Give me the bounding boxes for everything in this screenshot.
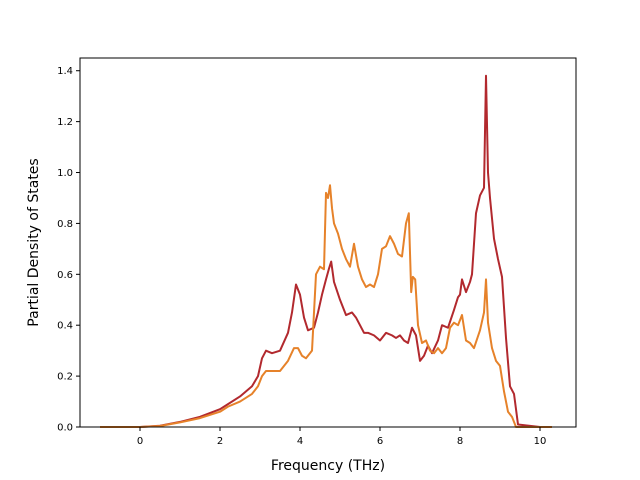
y-tick-label: 0.2 <box>57 372 73 383</box>
series-line-2 <box>100 184 552 428</box>
x-tick-label: 4 <box>297 436 303 447</box>
y-tick-label: 1.0 <box>57 168 73 179</box>
x-tick-label: 8 <box>457 436 463 447</box>
y-tick-label: 0.8 <box>57 219 73 230</box>
y-tick-label: 0.6 <box>57 270 73 281</box>
y-tick-label: 0.4 <box>57 321 73 332</box>
series-layer <box>100 74 552 428</box>
x-tick-label: 10 <box>534 436 547 447</box>
x-axis-label: Frequency (THz) <box>271 458 385 474</box>
y-axis-label: Partial Density of States <box>26 158 42 326</box>
y-tick-label: 1.2 <box>57 117 73 128</box>
x-tick-label: 6 <box>377 436 383 447</box>
ticks-layer: 0 2 4 6 8 10 0.0 0.2 0.4 0.6 0.8 1.0 1.2 1.4 <box>57 66 546 447</box>
x-tick-label: 2 <box>217 436 223 447</box>
x-tick-label: 0 <box>137 436 143 447</box>
y-tick-label: 0.0 <box>57 423 73 434</box>
plot-frame <box>79 57 577 428</box>
series-line-1 <box>100 74 552 428</box>
y-tick-label: 1.4 <box>57 66 73 77</box>
